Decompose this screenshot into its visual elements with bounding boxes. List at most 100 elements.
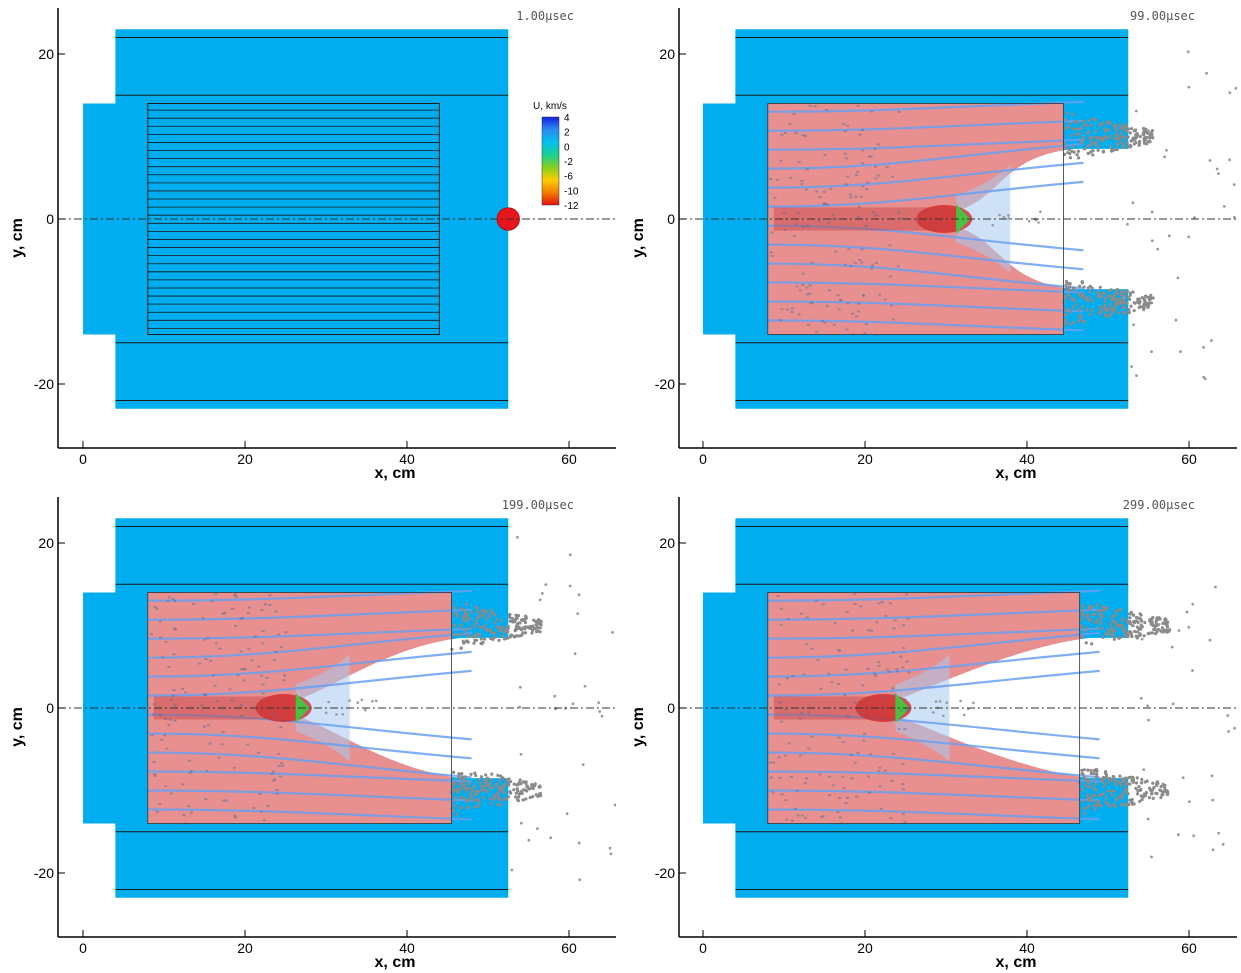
scatter-particle bbox=[1233, 726, 1236, 730]
core-speckle bbox=[901, 666, 905, 669]
ejecta-particle bbox=[481, 625, 485, 630]
core-speckle bbox=[800, 814, 804, 817]
ejecta-particle bbox=[1137, 627, 1141, 631]
ejecta-particle bbox=[1103, 135, 1107, 139]
legend-label: 0 bbox=[564, 142, 570, 153]
ejecta-particle bbox=[515, 798, 520, 802]
core-speckle bbox=[164, 785, 168, 788]
ejecta-particle bbox=[1123, 776, 1128, 780]
plot-area bbox=[679, 518, 1237, 898]
ejecta-particle bbox=[459, 806, 464, 810]
core-speckle bbox=[795, 285, 799, 288]
ejecta-particle bbox=[1110, 618, 1114, 622]
core-speckle bbox=[897, 728, 901, 731]
scatter-particle bbox=[1208, 159, 1212, 162]
legend-label: -12 bbox=[564, 201, 579, 212]
core-streak bbox=[147, 608, 472, 621]
core-speckle bbox=[779, 319, 783, 322]
ejecta-particle bbox=[1099, 804, 1103, 808]
ejecta-particle bbox=[1088, 312, 1093, 316]
ejecta-particle bbox=[1103, 608, 1107, 613]
core-speckle bbox=[158, 803, 162, 806]
scatter-particle bbox=[1130, 365, 1133, 368]
ejecta-particle bbox=[1139, 623, 1143, 627]
x-tick-label: 0 bbox=[79, 940, 87, 956]
core-speckle bbox=[794, 223, 798, 226]
ejecta-particle bbox=[1116, 137, 1120, 141]
core-speckle bbox=[254, 635, 258, 638]
core-speckle bbox=[845, 328, 849, 331]
core-speckle bbox=[788, 123, 792, 126]
core-speckle bbox=[792, 113, 796, 116]
legend-label: -6 bbox=[564, 172, 573, 183]
core-speckle bbox=[888, 602, 892, 605]
ejecta-particle bbox=[475, 616, 480, 620]
core-speckle bbox=[261, 629, 265, 632]
core-speckle bbox=[866, 775, 870, 778]
ejecta-particle bbox=[464, 789, 468, 793]
ejecta-particle bbox=[1138, 134, 1142, 139]
core-speckle bbox=[777, 683, 781, 686]
core-speckle bbox=[854, 195, 858, 198]
core-speckle bbox=[901, 647, 905, 650]
axis-particle bbox=[371, 699, 374, 703]
core-speckle bbox=[164, 718, 168, 721]
scatter-particle bbox=[1188, 800, 1191, 803]
ejecta-particle bbox=[460, 775, 465, 780]
ejecta-particle bbox=[1099, 295, 1104, 299]
ejecta-particle bbox=[1100, 626, 1105, 631]
ejecta-particle bbox=[1126, 127, 1130, 131]
core-speckle bbox=[801, 134, 805, 137]
core-speckle bbox=[849, 196, 853, 199]
x-tick-label: 40 bbox=[1019, 451, 1035, 467]
y-tick-label: -20 bbox=[655, 376, 675, 392]
ejecta-particle bbox=[493, 635, 497, 639]
ejecta-particle bbox=[461, 607, 466, 612]
ejecta-particle bbox=[507, 783, 511, 787]
ejecta-particle bbox=[1121, 127, 1125, 131]
core-speckle bbox=[901, 763, 905, 766]
ejecta-particle bbox=[1084, 641, 1088, 645]
ejecta-particle bbox=[1131, 613, 1136, 617]
ejecta-particle bbox=[473, 634, 477, 639]
ejecta-particle bbox=[490, 772, 494, 776]
ejecta-particle bbox=[464, 786, 468, 790]
core-speckle bbox=[270, 773, 274, 776]
scatter-particle bbox=[1147, 129, 1151, 133]
core-speckle bbox=[788, 176, 792, 179]
ejecta-particle bbox=[463, 614, 467, 618]
core-speckle bbox=[842, 787, 846, 790]
core-speckle bbox=[275, 792, 279, 795]
scatter-particle bbox=[1202, 345, 1205, 349]
core-speckle bbox=[233, 814, 237, 817]
ejecta-particle bbox=[451, 799, 455, 803]
core-speckle bbox=[158, 620, 162, 623]
ejecta-particle bbox=[1103, 306, 1107, 310]
legend-colorbar bbox=[541, 116, 560, 206]
ejecta-particle bbox=[1091, 799, 1095, 803]
ejecta-particle bbox=[478, 781, 482, 785]
core-speckle bbox=[856, 104, 860, 107]
ejecta-particle bbox=[508, 619, 512, 623]
legend-label: 2 bbox=[564, 128, 570, 139]
panel-2: 0 20 40 60 -20 0 20 x, cm y, cm 99.00μsec bbox=[630, 8, 1237, 482]
ejecta-particle bbox=[494, 783, 498, 788]
core-speckle bbox=[855, 315, 859, 318]
ejecta-particle bbox=[1113, 783, 1118, 787]
core-speckle bbox=[870, 629, 874, 632]
ejecta-particle bbox=[1069, 133, 1074, 137]
ejecta-particle bbox=[518, 634, 523, 638]
ejecta-particle bbox=[1079, 294, 1083, 298]
core-speckle bbox=[901, 812, 905, 815]
core-speckle bbox=[870, 110, 874, 113]
ejecta-particle bbox=[531, 624, 535, 628]
ejecta-particle bbox=[1095, 772, 1099, 776]
core-speckle bbox=[889, 817, 893, 820]
ejecta-particle bbox=[531, 795, 535, 799]
ejecta-particle bbox=[504, 797, 508, 801]
ejecta-particle bbox=[1088, 290, 1092, 294]
scatter-particle bbox=[540, 592, 544, 595]
ejecta-particle bbox=[1145, 142, 1149, 146]
ejecta-particle bbox=[1151, 296, 1155, 300]
core-speckle bbox=[878, 785, 882, 788]
